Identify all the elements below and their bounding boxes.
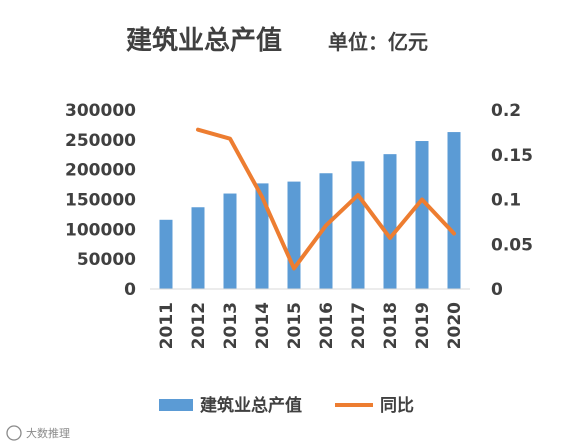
y-left-tick-label: 0 (124, 280, 136, 300)
y-right-tick-label: 0.1 (491, 191, 521, 211)
legend-label-bar: 建筑业总产值 (200, 395, 302, 416)
x-tick-label: 2016 (317, 302, 337, 349)
bar-2014 (255, 183, 269, 289)
bar-2012 (191, 207, 205, 289)
x-axis: 2011 2012 2013 2014 2015 2016 2017 2018 2019 2020 (157, 302, 465, 349)
x-tick-label: 2015 (285, 302, 305, 349)
legend: 建筑业总产值 同比 (159, 395, 414, 416)
bar-series (159, 132, 461, 289)
x-tick-label: 2012 (189, 302, 209, 349)
bar-2016 (319, 173, 333, 289)
y-right-tick-label: 0 (491, 280, 503, 300)
bar-2019 (415, 141, 429, 289)
bar-2015 (287, 181, 301, 289)
x-tick-label: 2019 (413, 302, 433, 349)
x-tick-label: 2017 (349, 302, 369, 349)
bar-2013 (223, 193, 237, 289)
y-left-axis: 0 50000 100000 150000 200000 250000 300000 (65, 101, 136, 300)
x-tick-label: 2020 (445, 302, 465, 349)
x-tick-label: 2018 (381, 302, 401, 349)
bar-2018 (383, 154, 397, 289)
y-right-tick-label: 0.05 (491, 235, 533, 255)
x-tick-label: 2011 (157, 302, 177, 349)
line-series (196, 127, 456, 271)
y-left-tick-label: 250000 (65, 131, 136, 151)
y-right-axis: 0 0.05 0.1 0.15 0.2 (491, 101, 533, 300)
bar-2020 (447, 132, 461, 289)
chart-title: 建筑业总产值 (126, 25, 282, 56)
y-right-tick-label: 0.2 (491, 101, 521, 121)
x-tick-label: 2013 (221, 302, 241, 349)
watermark-logo-icon (6, 425, 22, 441)
watermark: 大数推理 (6, 425, 70, 441)
bar-2017 (351, 161, 365, 289)
legend-label-line: 同比 (380, 395, 414, 416)
y-left-tick-label: 150000 (65, 191, 136, 211)
y-right-tick-label: 0.15 (491, 146, 533, 166)
legend-swatch-bar (159, 399, 193, 411)
y-left-tick-label: 300000 (65, 101, 136, 121)
bar-2011 (159, 219, 173, 289)
y-left-tick-label: 50000 (77, 250, 136, 270)
y-left-tick-label: 200000 (65, 161, 136, 181)
chart-subtitle: 单位：亿元 (328, 30, 428, 54)
y-left-tick-label: 100000 (65, 220, 136, 240)
watermark-text: 大数推理 (26, 426, 70, 440)
x-tick-label: 2014 (253, 302, 273, 349)
